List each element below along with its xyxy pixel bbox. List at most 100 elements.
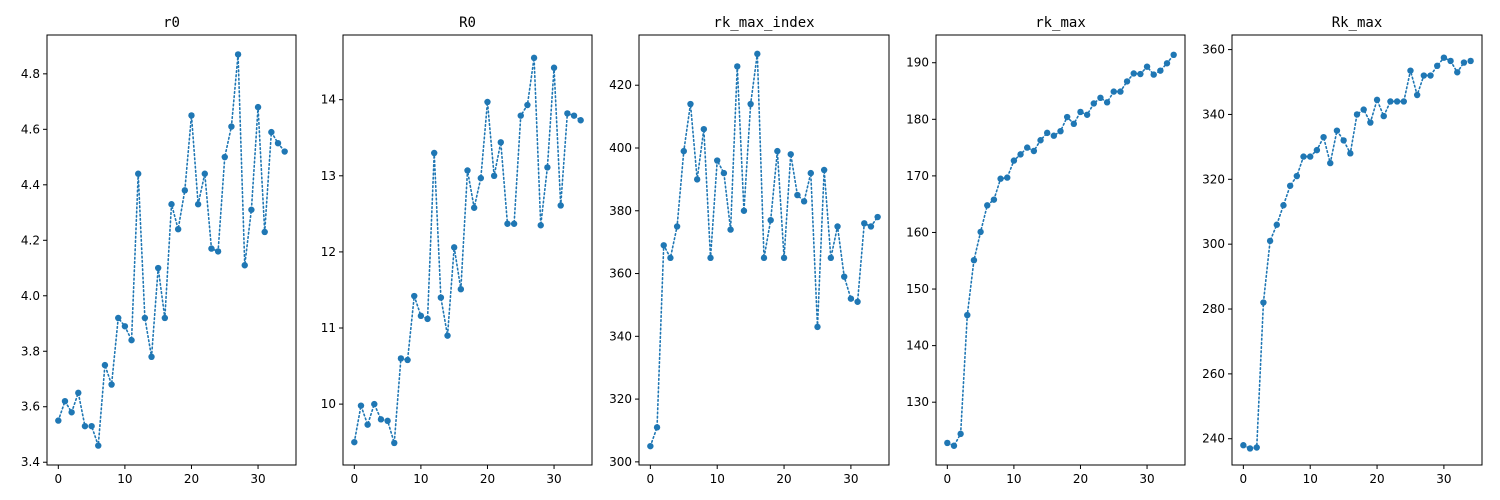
data-point: [1077, 108, 1084, 116]
y-tick-label: 4.6: [21, 122, 40, 136]
data-point: [1413, 91, 1421, 99]
data-point: [693, 176, 701, 183]
data-point: [88, 422, 95, 430]
data-point: [1240, 442, 1247, 449]
data-point: [261, 228, 268, 236]
data-point: [1360, 106, 1367, 113]
data-point: [1137, 70, 1144, 78]
data-point: [854, 298, 861, 305]
data-point: [81, 422, 89, 430]
y-tick-label: 380: [609, 204, 632, 218]
x-tick-label: 10: [1303, 472, 1318, 486]
y-tick-label: 170: [906, 169, 929, 183]
data-point: [1097, 94, 1104, 102]
data-point: [457, 285, 465, 293]
data-point: [241, 262, 248, 269]
data-point: [530, 54, 538, 62]
y-tick-label: 4.2: [21, 233, 40, 247]
y-tick-label: 140: [906, 339, 929, 353]
chart-panel-5: Rk_max 0 10 20 30 240 260 280 300 320 340 360: [1202, 15, 1483, 486]
data-point: [687, 100, 694, 108]
data-point: [208, 245, 215, 252]
x-tick-label: 10: [117, 472, 132, 486]
data-point: [181, 187, 189, 194]
x-tick-label: 20: [184, 472, 199, 486]
data-point: [101, 361, 109, 369]
data-point: [557, 202, 564, 209]
data-point: [1246, 445, 1254, 452]
data-point: [504, 220, 511, 227]
data-point: [1393, 98, 1401, 105]
y-tick-label: 3.6: [21, 400, 40, 414]
data-point: [1373, 96, 1381, 104]
data-point: [115, 314, 122, 322]
data-point: [727, 226, 734, 233]
data-point: [747, 100, 754, 108]
data-point: [1293, 172, 1301, 180]
data-point: [470, 204, 478, 211]
axes-frame: [935, 34, 1186, 466]
y-tick-label: 190: [906, 56, 929, 70]
data-point: [780, 254, 788, 262]
y-tick-label: 180: [906, 112, 929, 126]
data-point: [1070, 120, 1078, 128]
x-tick-label: 10: [413, 472, 428, 486]
data-point: [767, 216, 774, 224]
y-tick-label: 14: [321, 93, 336, 107]
y-tick-label: 4.8: [21, 67, 40, 81]
data-point: [411, 292, 418, 300]
data-point: [1440, 54, 1448, 61]
data-point: [1170, 51, 1177, 58]
axes-frame: [46, 34, 297, 466]
x-tick-label: 0: [1240, 472, 1248, 486]
data-point: [228, 123, 235, 130]
chart-title: r0: [163, 15, 180, 31]
data-point: [1117, 88, 1124, 95]
data-point: [477, 174, 485, 182]
data-point: [437, 294, 445, 301]
data-point: [1110, 88, 1117, 95]
data-point: [1333, 127, 1341, 134]
y-tick-label: 260: [1202, 367, 1225, 381]
data-point: [510, 220, 518, 227]
axes-frame: [1231, 34, 1483, 466]
data-point: [1420, 72, 1428, 79]
y-tick-label: 360: [1202, 43, 1225, 57]
data-point: [1090, 100, 1097, 107]
data-point: [874, 213, 881, 221]
data-point: [990, 196, 998, 203]
data-point: [1017, 151, 1024, 158]
data-point: [1057, 127, 1064, 135]
data-point: [841, 273, 848, 280]
y-tick-label: 10: [321, 397, 336, 411]
chart-title: rk_max_index: [713, 15, 814, 31]
data-point: [444, 332, 451, 339]
data-point: [667, 254, 674, 262]
data-point: [1407, 67, 1414, 74]
data-point: [464, 167, 471, 174]
data-point: [201, 170, 208, 177]
data-point: [1030, 147, 1038, 155]
data-point: [787, 151, 794, 158]
data-point: [450, 244, 458, 251]
data-point: [564, 110, 571, 117]
data-point: [1434, 62, 1441, 70]
data-point: [577, 117, 584, 124]
data-point: [121, 323, 129, 330]
data-point: [867, 223, 875, 230]
y-tick-label: 360: [609, 267, 632, 281]
data-point: [351, 438, 358, 446]
data-point: [135, 170, 142, 177]
data-point: [1273, 221, 1280, 228]
data-point: [1130, 70, 1137, 77]
data-point: [827, 254, 835, 262]
chart-panel-2: R0 0 10 20 30 10 11 12 13 14: [321, 15, 593, 486]
data-point: [148, 353, 155, 361]
data-point: [431, 149, 438, 157]
y-tick-label: 400: [609, 141, 632, 155]
data-point: [154, 264, 162, 272]
data-point: [800, 198, 808, 205]
data-point: [774, 147, 781, 155]
data-point: [537, 222, 544, 229]
